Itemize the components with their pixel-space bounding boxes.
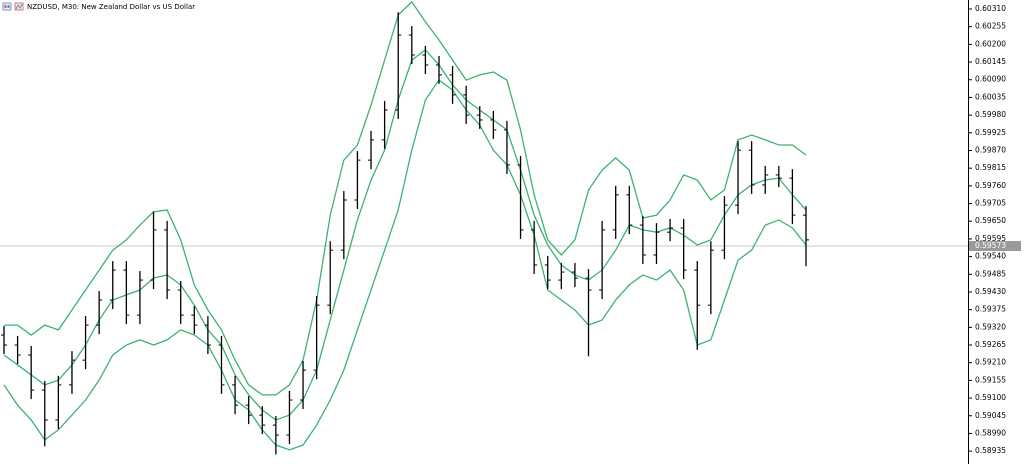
y-tick-label: 0.59815 <box>975 163 1006 172</box>
y-tick-label: 0.59045 <box>975 411 1006 420</box>
y-tick-label: 0.58990 <box>975 428 1006 437</box>
icon <box>15 3 23 10</box>
last-price-label: 0.59573 <box>975 241 1006 250</box>
y-tick-label: 0.59980 <box>975 110 1006 119</box>
y-tick-label: 0.60310 <box>975 4 1006 13</box>
y-tick-label: 0.59265 <box>975 340 1006 349</box>
chart-title: NZDUSD, M30: New Zealand Dollar vs US Do… <box>27 3 195 11</box>
y-tick-label: 0.59375 <box>975 305 1006 314</box>
y-tick-label: 0.59155 <box>975 375 1006 384</box>
icon <box>2 2 12 11</box>
y-tick-label: 0.59485 <box>975 269 1006 278</box>
y-tick-label: 0.59210 <box>975 358 1006 367</box>
icon <box>7 5 10 8</box>
band-line <box>3 48 807 421</box>
y-tick-label: 0.60145 <box>975 57 1006 66</box>
y-tick-label: 0.59650 <box>975 216 1006 225</box>
y-tick-label: 0.58935 <box>975 446 1006 455</box>
band-line <box>3 79 807 451</box>
y-tick-label: 0.60035 <box>975 92 1006 101</box>
symbol-icons <box>2 2 24 11</box>
y-tick-label: 0.59760 <box>975 181 1006 190</box>
y-tick-label: 0.59705 <box>975 199 1006 208</box>
last-price-box <box>969 240 1021 251</box>
y-tick-label: 0.59595 <box>975 234 1006 243</box>
icon <box>4 5 7 8</box>
band-line <box>4 0 807 396</box>
y-tick-label: 0.59320 <box>975 322 1006 331</box>
y-tick-label: 0.59100 <box>975 393 1006 402</box>
bars <box>1 12 809 455</box>
y-tick-label: 0.59430 <box>975 287 1006 296</box>
y-tick-label: 0.60090 <box>975 75 1006 84</box>
y-tick-label: 0.60255 <box>975 22 1006 31</box>
y-tick-label: 0.59540 <box>975 252 1006 261</box>
y-tick-label: 0.59925 <box>975 128 1006 137</box>
y-tick-label: 0.60200 <box>975 39 1006 48</box>
y-tick-label: 0.59870 <box>975 145 1006 154</box>
